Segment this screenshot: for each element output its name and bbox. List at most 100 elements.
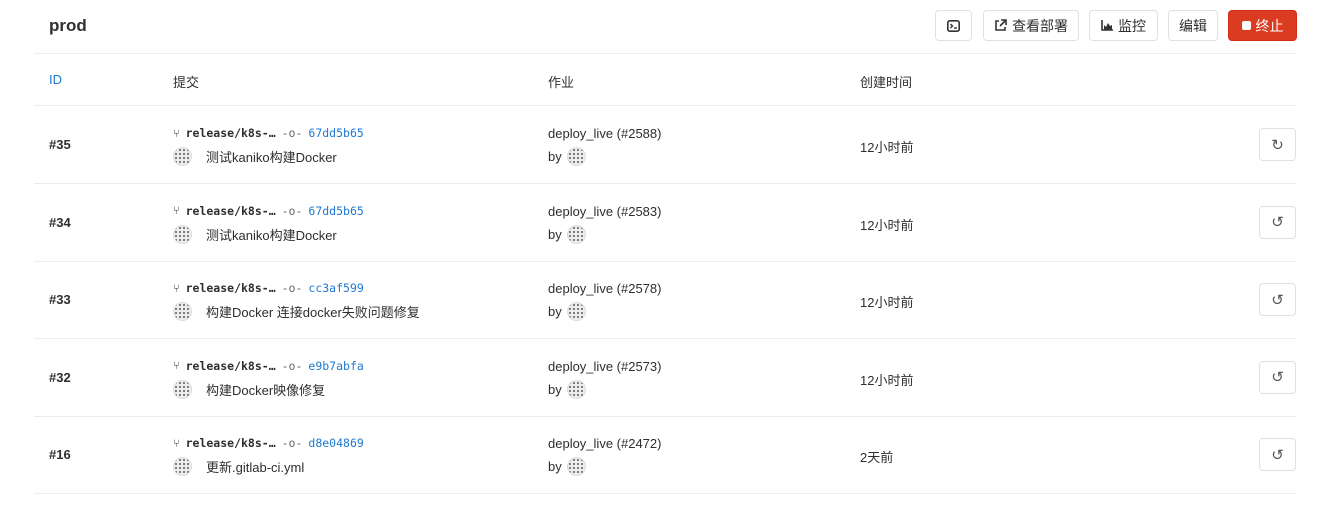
- by-label: by: [548, 304, 562, 319]
- table-row: #34 ⑂ release/k8s-… -o- 67dd5b65 测试kanik…: [34, 184, 1296, 262]
- commit-sha-link[interactable]: e9b7abfa: [308, 358, 364, 373]
- avatar[interactable]: [566, 379, 586, 399]
- commit-icon: -o-: [281, 281, 303, 295]
- commit-message-row: 构建Docker映像修复: [173, 379, 326, 399]
- branch-link[interactable]: release/k8s-…: [185, 203, 276, 218]
- commit-message-link[interactable]: 更新.gitlab-ci.yml: [206, 460, 305, 475]
- commit-message-link[interactable]: 构建Docker映像修复: [206, 382, 326, 398]
- by-label: by: [548, 149, 562, 164]
- commit-icon: -o-: [281, 358, 303, 373]
- by-label: by: [548, 381, 562, 397]
- commit-message-row: 测试kaniko构建Docker: [173, 147, 337, 166]
- commit-ref: ⑂ release/k8s-… -o- d8e04869: [173, 436, 364, 450]
- rollback-button[interactable]: ↺: [1259, 360, 1296, 394]
- table-row: #32 ⑂ release/k8s-… -o- e9b7abfa 构建Docke…: [34, 339, 1296, 417]
- avatar[interactable]: [566, 224, 586, 244]
- avatar[interactable]: [173, 224, 192, 244]
- job-link[interactable]: deploy_live (#2583): [548, 203, 662, 219]
- deployment-id: #32: [49, 369, 71, 385]
- branch-link[interactable]: release/k8s-…: [185, 281, 276, 295]
- column-header-job: 作业: [548, 75, 575, 90]
- avatar[interactable]: [173, 457, 192, 476]
- commit-message-row: 测试kaniko构建Docker: [173, 224, 337, 244]
- rollback-button[interactable]: ↺: [1259, 283, 1296, 316]
- commit-sha-link[interactable]: 67dd5b65: [308, 203, 364, 218]
- avatar[interactable]: [173, 302, 192, 321]
- rollback-button[interactable]: ↺: [1259, 205, 1296, 239]
- edit-button[interactable]: 编辑: [1168, 10, 1218, 41]
- chart-icon: [1101, 20, 1113, 31]
- column-header-commit: 提交: [173, 75, 200, 90]
- rollback-icon: ↺: [1271, 446, 1284, 464]
- header-divider: [34, 53, 1296, 54]
- created-time: 12小时前: [860, 372, 914, 388]
- commit-icon: -o-: [281, 436, 303, 450]
- monitoring-button[interactable]: 监控: [1089, 10, 1158, 41]
- avatar[interactable]: [566, 147, 586, 166]
- monitoring-label: 监控: [1118, 17, 1146, 34]
- created-time: 12小时前: [860, 295, 914, 310]
- deployment-id: #34: [49, 214, 71, 230]
- stop-label: 终止: [1255, 17, 1284, 34]
- branch-link[interactable]: release/k8s-…: [185, 436, 276, 450]
- rollback-icon: ↺: [1271, 369, 1284, 386]
- view-deployment-label: 查看部署: [1012, 17, 1068, 34]
- commit-ref: ⑂ release/k8s-… -o- e9b7abfa: [173, 359, 364, 373]
- terminal-icon: [947, 19, 960, 32]
- table-row: #16 ⑂ release/k8s-… -o- d8e04869 更新.gitl…: [34, 416, 1296, 494]
- view-deployment-button[interactable]: 查看部署: [983, 10, 1079, 41]
- rollback-button[interactable]: ↺: [1259, 438, 1296, 471]
- avatar[interactable]: [566, 302, 586, 321]
- deployment-id: #35: [49, 137, 71, 152]
- environment-title: prod: [49, 16, 87, 35]
- deployment-id: #16: [49, 447, 71, 462]
- job-link[interactable]: deploy_live (#2588): [548, 126, 662, 141]
- job-link[interactable]: deploy_live (#2472): [548, 436, 662, 451]
- commit-message-link[interactable]: 测试kaniko构建Docker: [206, 150, 337, 165]
- commit-message-row: 更新.gitlab-ci.yml: [173, 457, 304, 476]
- column-header-id: ID: [49, 72, 62, 87]
- commit-message-row: 构建Docker 连接docker失败问题修复: [173, 302, 420, 321]
- by-label: by: [548, 226, 562, 242]
- redo-icon: ↻: [1271, 136, 1284, 154]
- commit-ref: ⑂ release/k8s-… -o- 67dd5b65: [173, 204, 364, 218]
- commit-icon: -o-: [281, 126, 303, 140]
- commit-message-link[interactable]: 构建Docker 连接docker失败问题修复: [206, 305, 420, 320]
- stop-button[interactable]: 终止: [1228, 10, 1297, 41]
- commit-message-link[interactable]: 测试kaniko构建Docker: [206, 227, 337, 243]
- created-time: 2天前: [860, 450, 894, 465]
- commit-sha-link[interactable]: d8e04869: [308, 436, 364, 450]
- branch-icon: ⑂: [173, 359, 180, 372]
- avatar[interactable]: [173, 147, 192, 166]
- created-time: 12小时前: [860, 217, 914, 233]
- job-link[interactable]: deploy_live (#2578): [548, 281, 662, 296]
- avatar[interactable]: [173, 379, 192, 399]
- commit-sha-link[interactable]: 67dd5b65: [308, 126, 364, 140]
- branch-icon: ⑂: [173, 281, 180, 295]
- commit-sha-link[interactable]: cc3af599: [308, 281, 364, 295]
- rollback-icon: ↺: [1271, 291, 1284, 309]
- triggered-by: by: [548, 379, 586, 399]
- avatar[interactable]: [566, 457, 586, 476]
- external-link-icon: [995, 19, 1007, 31]
- commit-ref: ⑂ release/k8s-… -o- cc3af599: [173, 281, 364, 295]
- commit-ref: ⑂ release/k8s-… -o- 67dd5b65: [173, 126, 364, 140]
- redeploy-button[interactable]: ↻: [1259, 128, 1296, 161]
- job-link[interactable]: deploy_live (#2573): [548, 358, 662, 374]
- created-time: 12小时前: [860, 140, 914, 155]
- rollback-icon: ↺: [1271, 214, 1284, 231]
- stop-icon: [1241, 21, 1251, 30]
- terminal-button[interactable]: [935, 10, 972, 41]
- triggered-by: by: [548, 147, 586, 166]
- column-header-created: 创建时间: [860, 75, 913, 90]
- by-label: by: [548, 459, 562, 474]
- branch-link[interactable]: release/k8s-…: [185, 126, 276, 140]
- table-row: #33 ⑂ release/k8s-… -o- cc3af599 构建Docke…: [34, 261, 1296, 339]
- branch-link[interactable]: release/k8s-…: [185, 358, 276, 373]
- triggered-by: by: [548, 224, 586, 244]
- commit-icon: -o-: [281, 203, 303, 218]
- triggered-by: by: [548, 457, 586, 476]
- branch-icon: ⑂: [173, 204, 180, 217]
- triggered-by: by: [548, 302, 586, 321]
- branch-icon: ⑂: [173, 436, 180, 450]
